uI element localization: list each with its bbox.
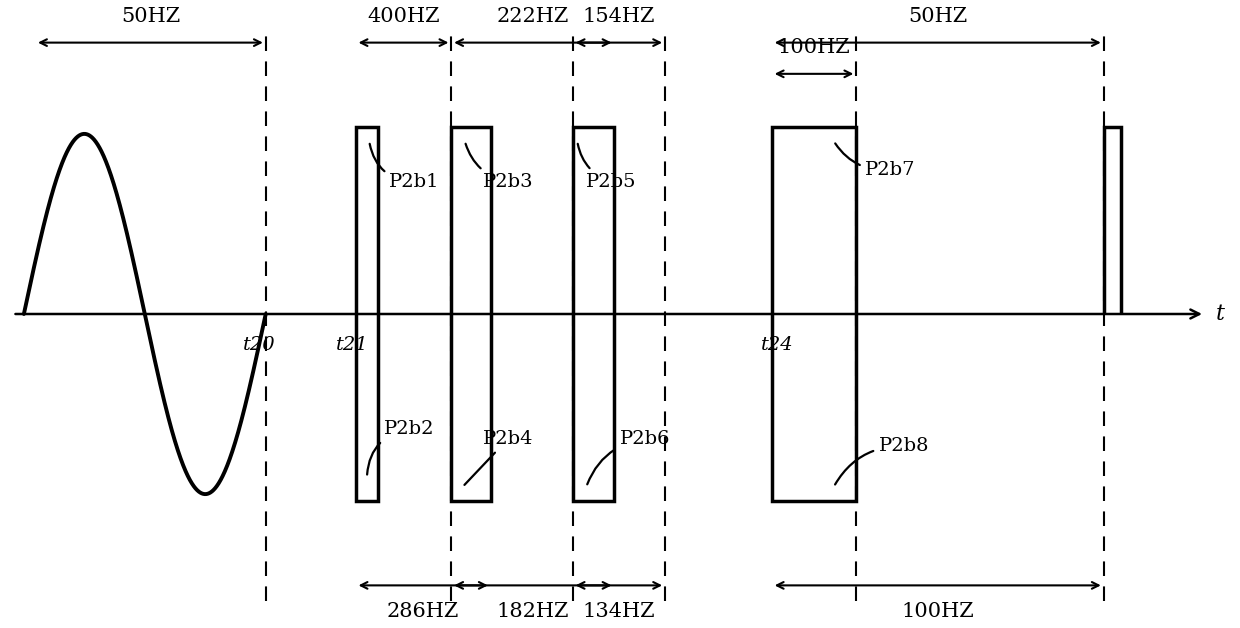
Text: 50HZ: 50HZ xyxy=(120,7,180,26)
Text: t24: t24 xyxy=(761,335,794,354)
Text: 222HZ: 222HZ xyxy=(497,7,569,26)
Text: P2b5: P2b5 xyxy=(578,144,637,191)
Text: P2b4: P2b4 xyxy=(465,430,533,485)
Text: 50HZ: 50HZ xyxy=(908,7,967,26)
Text: P2b8: P2b8 xyxy=(835,437,929,484)
Text: P2b6: P2b6 xyxy=(588,430,671,484)
Text: 400HZ: 400HZ xyxy=(367,7,440,26)
Text: 154HZ: 154HZ xyxy=(583,7,655,26)
Text: 100HZ: 100HZ xyxy=(777,38,851,57)
Text: t20: t20 xyxy=(243,335,275,354)
Text: t21: t21 xyxy=(336,335,368,354)
Text: P2b2: P2b2 xyxy=(367,420,434,475)
Text: 100HZ: 100HZ xyxy=(901,602,975,621)
Text: 286HZ: 286HZ xyxy=(387,602,459,621)
Text: 182HZ: 182HZ xyxy=(496,602,569,621)
Text: t: t xyxy=(1216,303,1225,325)
Text: P2b1: P2b1 xyxy=(370,144,440,191)
Text: P2b3: P2b3 xyxy=(465,144,533,191)
Text: P2b7: P2b7 xyxy=(836,143,915,179)
Text: 134HZ: 134HZ xyxy=(583,602,655,621)
